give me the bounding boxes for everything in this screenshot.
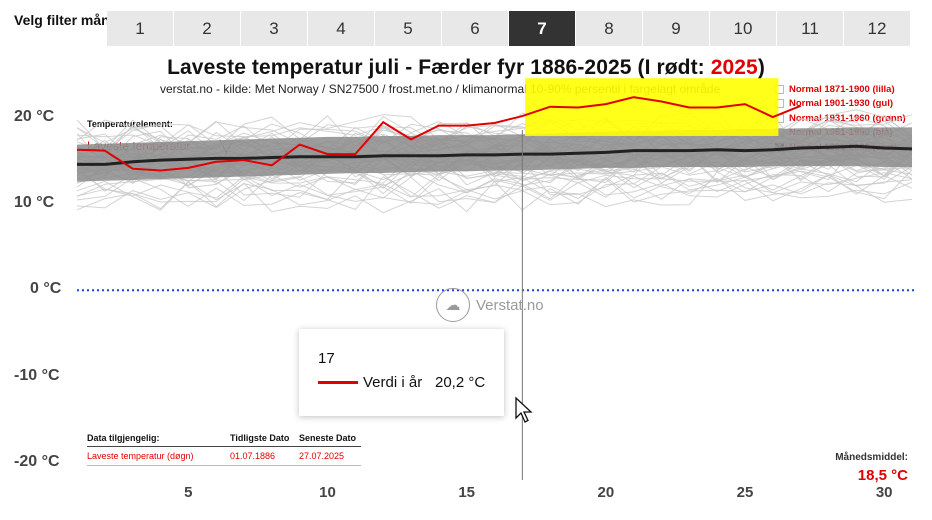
y-tick-label: 20 °C (14, 107, 55, 125)
month-button-11[interactable]: 11 (777, 11, 844, 46)
availability-header: Tidligste Dato (230, 433, 290, 443)
normal-series-line (77, 144, 913, 166)
x-tick-label: 25 (736, 484, 754, 501)
weather-logo-icon: ☁ (436, 288, 470, 322)
historical-year-line (76, 165, 913, 202)
month-button-3[interactable]: 3 (241, 11, 308, 46)
historical-year-line (76, 171, 913, 211)
historical-year-line (76, 142, 913, 182)
month-button-8[interactable]: 8 (576, 11, 643, 46)
month-button-4[interactable]: 4 (308, 11, 375, 46)
hover-tooltip: 17 Verdi i år 20,2 °C (299, 329, 504, 416)
historical-year-line (76, 174, 913, 214)
availability-cell: 27.07.2025 (299, 451, 345, 461)
mouse-pointer-icon (515, 396, 533, 423)
monthly-mean: Månedsmiddel: 18,5 °C (808, 452, 908, 484)
current-year-line (76, 96, 802, 172)
availability-cell: Laveste temperatur (døgn) (87, 451, 194, 461)
element-selector-label: Temperaturelement: (87, 119, 173, 129)
legend-label: Normal 1901-1930 (gul) (789, 98, 894, 110)
table-divider (87, 446, 361, 447)
historical-year-line (76, 164, 913, 201)
table-row: Laveste temperatur (døgn) 01.07.1886 27.… (87, 447, 369, 465)
x-tick-label: 30 (875, 484, 893, 501)
availability-header: Data tilgjengelig: (87, 433, 160, 443)
tooltip-series-label: Verdi i år (363, 374, 423, 391)
month-button-10[interactable]: 10 (710, 11, 777, 46)
legend-label: Normal 1931-1960 (grønn) (789, 112, 906, 124)
tooltip-series-swatch (318, 381, 358, 384)
month-button-2[interactable]: 2 (174, 11, 241, 46)
month-button-7[interactable]: 7 (509, 11, 576, 46)
title-year: 2025 (710, 56, 758, 79)
x-tick-label: 15 (458, 484, 475, 501)
month-filter-bar: 1 2 3 4 5 6 7 8 9 10 11 12 (107, 11, 911, 46)
chart-title: Laveste temperatur juli - Færder fyr 188… (167, 56, 765, 79)
table-divider (87, 465, 361, 466)
monthly-mean-value: 18,5 °C (857, 467, 908, 484)
month-button-5[interactable]: 5 (375, 11, 442, 46)
tooltip-value: 20,2 °C (435, 374, 486, 391)
historical-year-line (76, 169, 913, 211)
legend-label: Normal 1871-1900 (lilla) (789, 83, 895, 95)
y-tick-label: -20 °C (14, 452, 60, 470)
month-button-1[interactable]: 1 (107, 11, 174, 46)
y-tick-label: 0 °C (30, 280, 62, 298)
availability-header: Seneste Dato (299, 433, 357, 443)
x-tick-label: 5 (184, 484, 193, 501)
month-filter-label: Velg filter måned: (14, 12, 131, 28)
data-availability-table: Data tilgjengelig: Tidligste Dato Senest… (87, 430, 369, 466)
availability-cell: 01.07.1886 (230, 451, 276, 461)
x-tick-label: 10 (319, 484, 336, 501)
month-button-12[interactable]: 12 (844, 11, 911, 46)
y-tick-label: 10 °C (14, 194, 55, 212)
tooltip-day: 17 (318, 350, 335, 367)
y-tick-label: -10 °C (14, 366, 60, 384)
monthly-mean-label: Månedsmiddel: (835, 452, 908, 463)
month-button-9[interactable]: 9 (643, 11, 710, 46)
month-button-6[interactable]: 6 (442, 11, 509, 46)
x-tick-label: 20 (597, 484, 615, 501)
verstat-watermark: ☁ Verstat.no (436, 288, 544, 322)
